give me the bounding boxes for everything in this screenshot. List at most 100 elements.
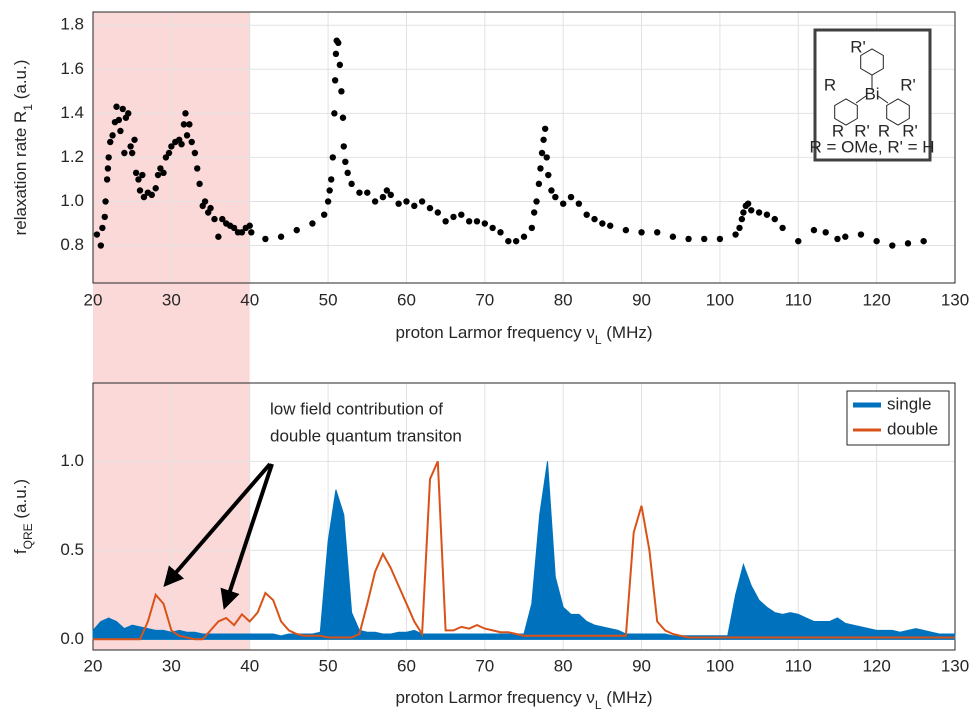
data-point [873, 237, 880, 245]
data-point [332, 50, 340, 58]
data-point [139, 171, 146, 179]
data-point [567, 193, 575, 201]
data-point [528, 224, 536, 232]
x-axis-label-part: proton Larmor frequency ν [395, 688, 594, 707]
data-point [331, 110, 338, 117]
data-point [607, 222, 614, 229]
data-point [530, 209, 538, 216]
data-point [348, 180, 355, 188]
y-axis-label-part: f [11, 549, 30, 554]
annotation: double quantum transiton [270, 426, 462, 445]
x-tick-label: 60 [397, 656, 416, 675]
data-point [97, 242, 105, 249]
data-point [293, 226, 300, 234]
data-point [591, 215, 598, 223]
y-axis-label-part: QRE [21, 523, 35, 549]
y-tick-label: 0.5 [60, 540, 84, 559]
data-point [744, 200, 752, 207]
data-point [599, 220, 606, 227]
y-axis-label-part: relaxation rate R [11, 111, 30, 236]
x-axis-label: proton Larmor frequency νL (MHz) [395, 323, 652, 347]
data-point [622, 226, 630, 234]
data-point [320, 211, 328, 218]
x-axis-label-part: proton Larmor frequency ν [395, 323, 594, 342]
x-axis-label-part: L [595, 698, 602, 712]
data-point [442, 218, 449, 225]
data-point [434, 209, 441, 216]
data-point [371, 198, 379, 205]
data-point [748, 207, 755, 214]
molecule-ring [886, 98, 910, 126]
data-point [152, 185, 159, 192]
data-point [211, 215, 218, 223]
data-point [418, 198, 426, 205]
data-point [194, 165, 201, 172]
y-axis-label: relaxation rate R1 (a.u.) [11, 60, 35, 236]
data-point [101, 213, 108, 221]
x-axis-label-part: (MHz) [602, 688, 653, 707]
data-point [654, 229, 661, 236]
x-tick-label: 70 [475, 656, 494, 675]
data-point [104, 165, 112, 172]
x-tick-label: 110 [785, 290, 812, 309]
data-point [889, 242, 896, 249]
annotation-arrow [163, 462, 272, 588]
data-point [115, 116, 123, 124]
data-point [520, 233, 528, 240]
data-point [309, 220, 316, 227]
data-point [795, 237, 802, 245]
data-point [335, 39, 342, 47]
y-tick-label: 1.0 [60, 191, 84, 210]
data-point [920, 237, 927, 245]
data-point [132, 169, 140, 177]
data-point [136, 187, 144, 194]
data-point [716, 235, 724, 243]
data-point [834, 235, 841, 243]
y-tick-label: 0.0 [60, 629, 84, 648]
x-tick-label: 100 [706, 290, 734, 309]
data-point [131, 136, 138, 143]
x-tick-label: 120 [862, 656, 890, 675]
data-point [148, 191, 155, 199]
x-tick-label: 30 [162, 290, 181, 309]
x-tick-label: 70 [475, 290, 494, 309]
data-point [168, 143, 175, 150]
data-point [154, 171, 162, 179]
data-point [326, 187, 333, 194]
inset-label: R [878, 121, 890, 140]
data-point [331, 77, 339, 84]
x-tick-label: 90 [632, 656, 651, 675]
data-point [183, 132, 191, 139]
data-point [512, 237, 520, 245]
data-point [93, 231, 101, 238]
data-point [121, 149, 128, 157]
x-tick-label: 100 [706, 656, 734, 675]
data-point [262, 235, 269, 243]
data-point [755, 209, 763, 216]
data-point [543, 154, 550, 161]
data-point [552, 193, 559, 201]
x-tick-label: 50 [319, 290, 338, 309]
data-point [324, 198, 332, 205]
x-tick-label: 20 [84, 656, 103, 675]
x-axis-label-part: L [595, 333, 602, 347]
data-point [810, 226, 818, 234]
data-point [340, 143, 347, 150]
data-point [857, 231, 865, 238]
x-tick-label: 130 [941, 290, 969, 309]
inset-box [813, 28, 932, 162]
data-point [364, 189, 371, 196]
x-tick-label: 20 [84, 290, 103, 309]
legend-box [846, 390, 950, 446]
data-point [497, 229, 504, 236]
x-axis-label-part: (MHz) [602, 323, 653, 342]
data-point [219, 215, 226, 223]
plot-frame [92, 382, 956, 651]
data-point [842, 233, 849, 240]
y-tick-label: 1.4 [60, 103, 84, 122]
data-point [99, 224, 106, 232]
inset-label: R [832, 121, 844, 140]
data-point [215, 233, 222, 240]
x-axis-label: proton Larmor frequency νL (MHz) [395, 688, 652, 712]
